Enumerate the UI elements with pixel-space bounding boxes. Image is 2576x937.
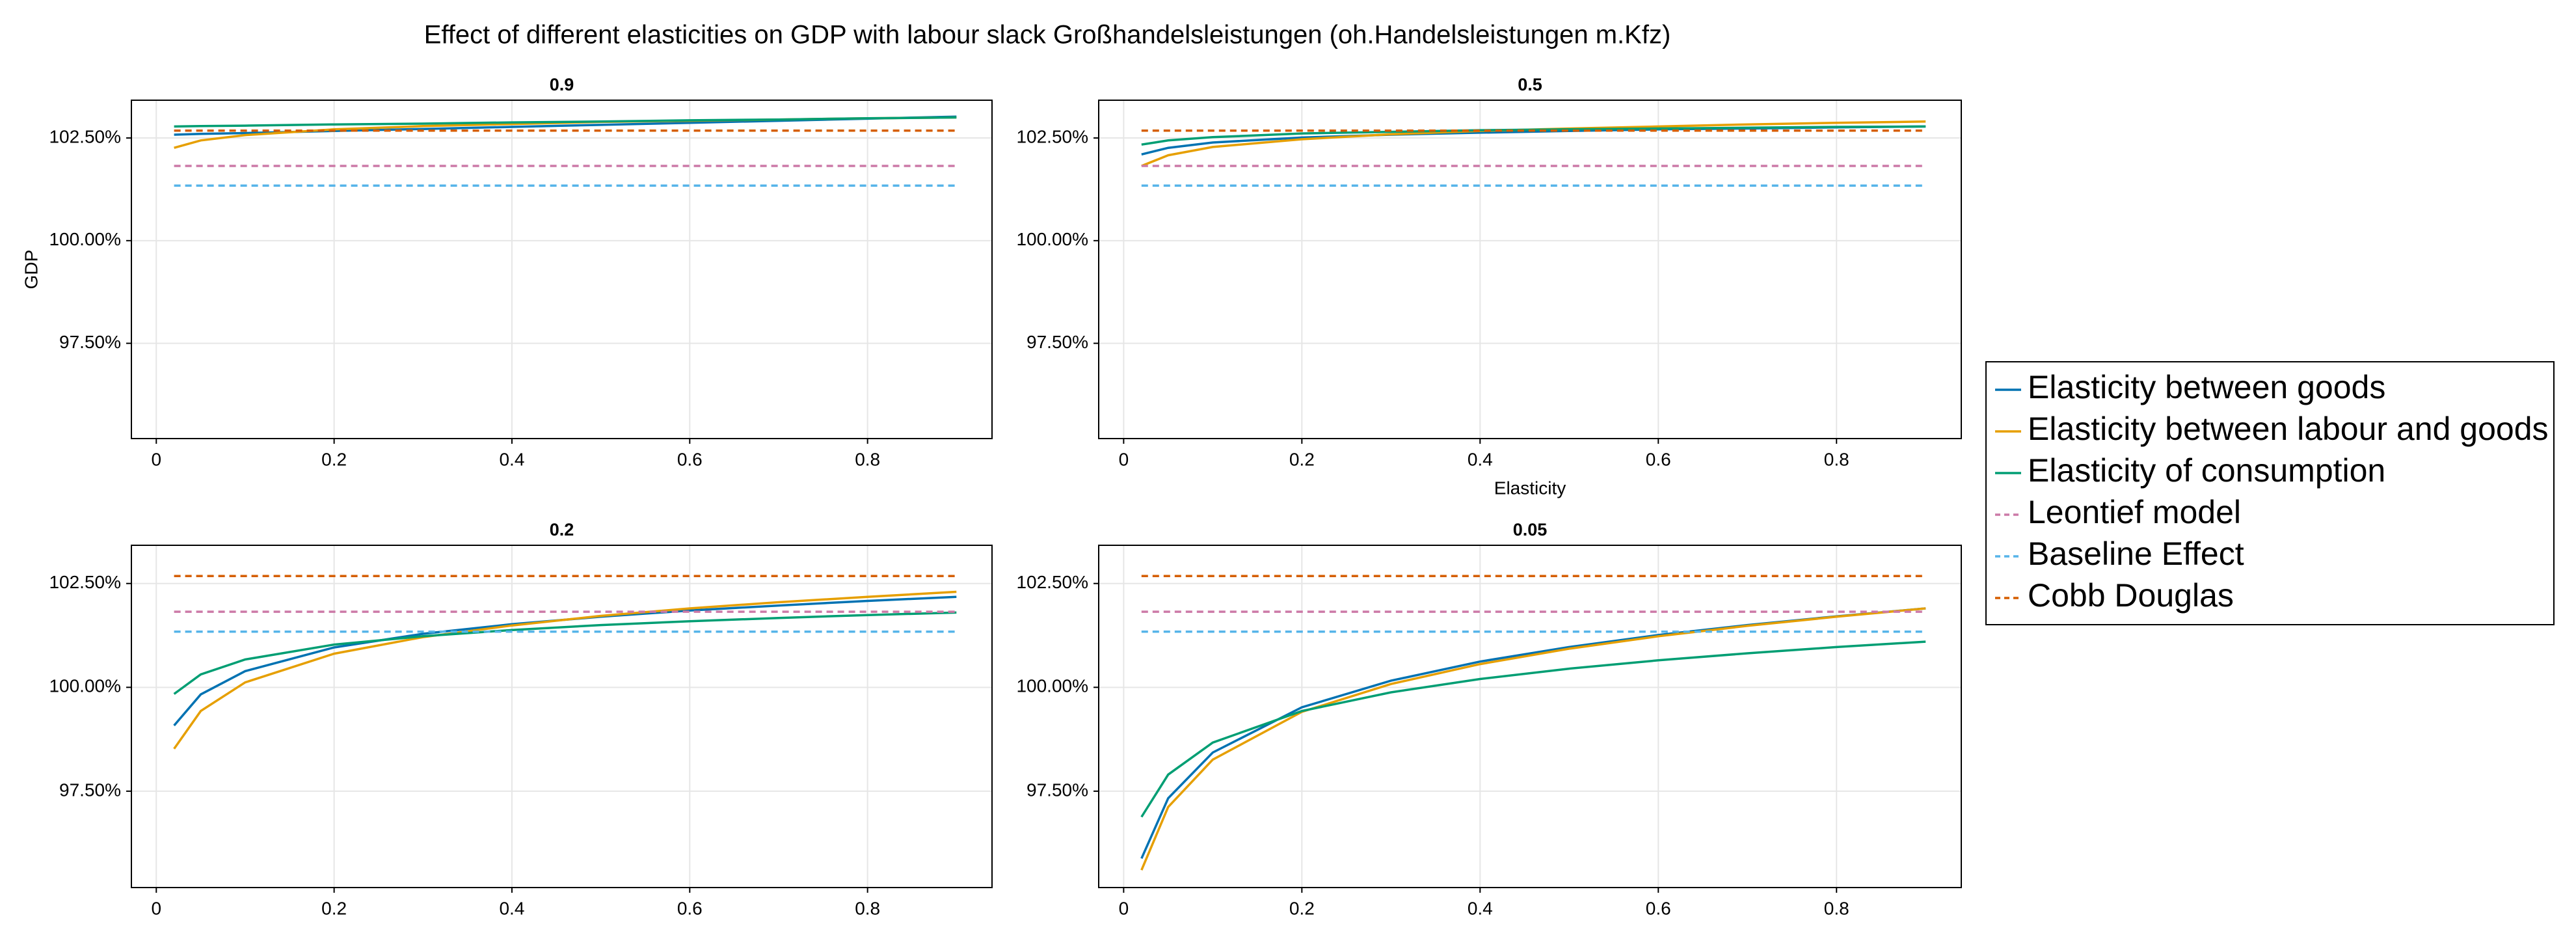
y-tick-label: 100.00% bbox=[1016, 676, 1088, 696]
legend-label: Elasticity of consumption bbox=[2028, 452, 2385, 489]
x-tick-label: 0.2 bbox=[1289, 449, 1315, 469]
panel: 0.5 97.50% 100.00% 102.50% 0 0.2 0.4 0.6 0.8 Elas… bbox=[1016, 75, 1962, 498]
y-tick-label: 100.00% bbox=[1016, 229, 1088, 249]
x-tick-label: 0.2 bbox=[321, 449, 347, 469]
x-tick-label: 0 bbox=[1119, 898, 1129, 918]
series-line bbox=[173, 611, 957, 695]
y-tick-label: 97.50% bbox=[1026, 780, 1088, 800]
x-tick-label: 0.2 bbox=[321, 898, 347, 918]
x-tick-label: 0.2 bbox=[1289, 898, 1315, 918]
x-tick-label: 0.8 bbox=[855, 449, 880, 469]
legend-label: Elasticity between goods bbox=[2028, 369, 2385, 405]
y-tick-label: 100.00% bbox=[49, 676, 121, 696]
legend-label: Leontief model bbox=[2028, 494, 2241, 530]
x-tick-label: 0.6 bbox=[1646, 898, 1671, 918]
x-tick-label: 0.4 bbox=[499, 449, 524, 469]
legend-label: Baseline Effect bbox=[2028, 536, 2244, 572]
panel-title: 0.2 bbox=[550, 520, 574, 539]
x-tick-label: 0.6 bbox=[677, 898, 703, 918]
panel: 0.2 97.50% 100.00% 102.50% 0 0.2 0.4 0.6 0.8 bbox=[49, 520, 993, 918]
y-tick-label: 97.50% bbox=[1026, 332, 1088, 352]
y-tick-label: 102.50% bbox=[49, 126, 121, 146]
plot-frame bbox=[131, 545, 993, 888]
legend-box bbox=[1985, 361, 2555, 625]
x-tick-label: 0 bbox=[1119, 449, 1129, 469]
figure-title: Effect of different elasticities on GDP … bbox=[424, 21, 1671, 49]
x-tick-label: 0.6 bbox=[677, 449, 703, 469]
x-tick-label: 0.4 bbox=[1468, 449, 1493, 469]
plot-frame bbox=[131, 100, 993, 439]
panel-title: 0.9 bbox=[550, 75, 574, 94]
legend-label: Elasticity between labour and goods bbox=[2028, 411, 2549, 447]
x-tick-label: 0 bbox=[151, 898, 161, 918]
series-line bbox=[1140, 607, 1926, 860]
series-line bbox=[174, 116, 957, 128]
legend: Elasticity between goods Elasticity betwe… bbox=[1985, 361, 2555, 625]
y-tick-label: 97.50% bbox=[59, 780, 121, 800]
plot-frame bbox=[1098, 545, 1962, 888]
series-line bbox=[1141, 125, 1926, 146]
panel-title: 0.05 bbox=[1513, 520, 1548, 539]
x-tick-label: 0.8 bbox=[1824, 898, 1849, 918]
x-tick-label: 0.8 bbox=[855, 898, 880, 918]
y-tick-label: 97.50% bbox=[59, 332, 121, 352]
y-tick-label: 102.50% bbox=[1016, 126, 1088, 146]
series-line bbox=[173, 595, 957, 727]
y-tick-label: 102.50% bbox=[1016, 572, 1088, 592]
series-line bbox=[1140, 640, 1926, 818]
x-tick-label: 0.6 bbox=[1646, 449, 1671, 469]
panel: 0.05 97.50% 100.00% 102.50% 0 0.2 0.4 0.6 0.8 bbox=[1016, 520, 1962, 918]
y-axis-label: GDP bbox=[21, 250, 41, 290]
series-line bbox=[1140, 607, 1926, 871]
y-tick-label: 102.50% bbox=[49, 572, 121, 592]
x-tick-label: 0.8 bbox=[1824, 449, 1849, 469]
legend-label: Cobb Douglas bbox=[2028, 577, 2234, 614]
x-tick-label: 0 bbox=[151, 449, 161, 469]
plot-frame bbox=[1098, 100, 1962, 439]
series-line bbox=[173, 590, 957, 750]
panel: 0.9 97.50% 100.00% 102.50% 0 0.2 0.4 0.6 0.8 GDP bbox=[21, 75, 993, 469]
y-tick-label: 100.00% bbox=[49, 229, 121, 249]
panel-title: 0.5 bbox=[1518, 75, 1542, 94]
x-tick-label: 0.4 bbox=[1468, 898, 1493, 918]
x-axis-label: Elasticity bbox=[1494, 478, 1566, 498]
x-tick-label: 0.4 bbox=[499, 898, 524, 918]
